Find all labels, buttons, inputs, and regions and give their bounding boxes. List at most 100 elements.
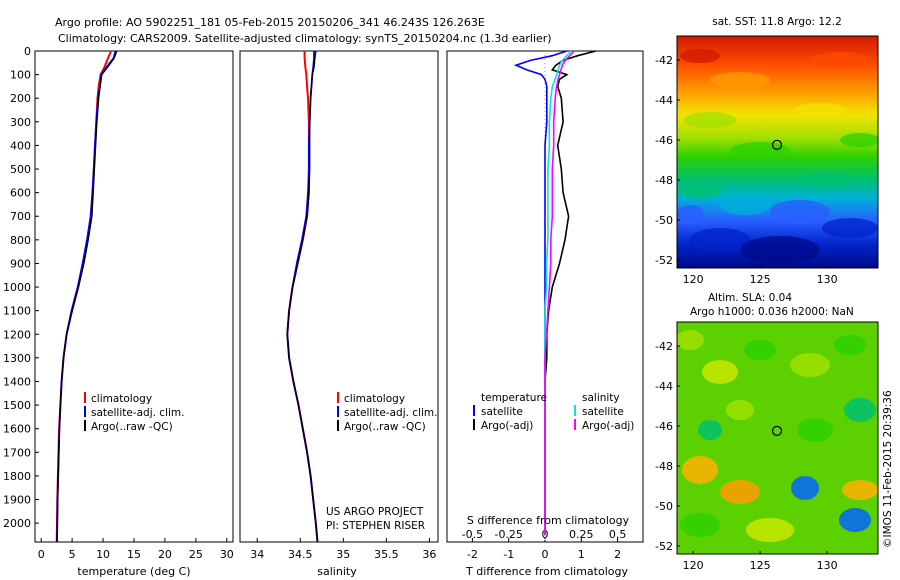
difference-x-label: T difference from climatology	[465, 565, 628, 578]
sla-feature	[844, 398, 876, 422]
x-tick-label: -2	[467, 548, 478, 561]
lon-tick-label: 125	[750, 273, 771, 286]
sst-feature	[840, 133, 878, 147]
lat-tick-label: -42	[655, 54, 673, 67]
lat-tick-label: -44	[655, 94, 673, 107]
legend-climatology-label: climatology	[344, 393, 405, 405]
temperature-legend: climatology satellite-adj. clim. Argo(..…	[84, 392, 184, 433]
depth-tick-label: 1200	[3, 328, 31, 341]
sla-feature	[839, 508, 871, 532]
argo-line	[286, 50, 319, 543]
sla-feature	[791, 476, 819, 500]
depth-tick-label: 1500	[3, 399, 31, 412]
lon-tick-label: 120	[683, 559, 704, 572]
x-tick-label: 0	[38, 548, 45, 561]
depth-tick-label: 0	[24, 45, 31, 58]
sst-feature	[710, 72, 770, 88]
lon-tick-label: 130	[817, 273, 838, 286]
lat-tick-label: -44	[655, 380, 673, 393]
x-tick-label: 34	[250, 548, 264, 561]
sst-feature	[719, 195, 771, 215]
x-tick-label: 20	[158, 548, 172, 561]
sla-feature	[702, 360, 738, 384]
salinity-series	[286, 50, 319, 543]
lat-tick-label: -52	[655, 540, 673, 553]
sla-feature	[698, 420, 722, 440]
sla-map-title-line-2: Argo h1000: 0.036 h2000: NaN	[690, 306, 854, 318]
x-tick-label: 30	[220, 548, 234, 561]
x-tick-label: 25	[189, 548, 203, 561]
sst-map-title: sat. SST: 11.8 Argo: 12.2	[712, 16, 842, 28]
sal-argo-line	[544, 50, 575, 535]
lat-tick-label: -46	[655, 420, 673, 433]
sst-feature	[690, 228, 750, 252]
depth-tick-label: 1800	[3, 470, 31, 483]
sst-feature	[678, 181, 722, 199]
sst-map-features	[677, 49, 878, 264]
depth-tick-label: 900	[10, 257, 31, 270]
credits-line-2: PI: STEPHEN RISER	[326, 520, 425, 532]
lon-tick-label: 130	[817, 559, 838, 572]
lat-tick-label: -46	[655, 134, 673, 147]
difference-legend: temperature salinity satellite Argo(-adj…	[473, 392, 634, 432]
legend-sal-argo-label: Argo(-adj)	[582, 420, 634, 432]
satellite-line	[56, 50, 117, 543]
depth-tick-label: 100	[10, 69, 31, 82]
sla-map-features	[677, 330, 878, 542]
x-tick-label: -1	[503, 548, 514, 561]
legend-climatology-label: climatology	[91, 393, 152, 405]
legend-salinity-head: salinity	[582, 392, 620, 404]
depth-tick-label: 2000	[3, 517, 31, 530]
depth-tick-label: 1400	[3, 375, 31, 388]
credits-line-1: US ARGO PROJECT	[326, 506, 424, 518]
sst-feature	[794, 103, 846, 117]
legend-temp-satellite-label: satellite	[481, 406, 523, 418]
salinity-diff-tick-label: -0.25	[494, 528, 522, 541]
sla-feature	[680, 513, 720, 537]
sst-feature	[677, 205, 704, 225]
depth-tick-label: 600	[10, 187, 31, 200]
depth-tick-label: 1700	[3, 446, 31, 459]
lat-tick-label: -48	[655, 174, 673, 187]
salinity-x-ticks: 34 34.5 35 35.5 36	[250, 538, 436, 561]
sla-map-frame	[676, 321, 879, 555]
depth-tick-label: 1900	[3, 494, 31, 507]
lat-tick-label: -50	[655, 214, 673, 227]
lat-tick-label: -48	[655, 460, 673, 473]
x-tick-label: 15	[127, 548, 141, 561]
salinity-diff-tick-label: 0.5	[609, 528, 627, 541]
sla-feature	[797, 418, 833, 442]
legend-argo-label: Argo(..raw -QC)	[91, 421, 173, 433]
legend-sal-satellite-label: satellite	[582, 406, 624, 418]
sst-map-frame	[676, 35, 879, 269]
difference-x-ticks: -2 -1 0 1 2	[467, 538, 621, 561]
depth-tick-label: 1000	[3, 281, 31, 294]
temp-satellite-line	[513, 50, 568, 535]
depth-tick-label: 200	[10, 92, 31, 105]
lat-tick-label: -42	[655, 340, 673, 353]
sla-feature	[682, 456, 718, 484]
sst-feature	[822, 218, 878, 238]
depth-tick-label: 700	[10, 210, 31, 223]
legend-argo-label: Argo(..raw -QC)	[344, 421, 426, 433]
difference-series	[513, 50, 597, 542]
x-tick-label: 10	[96, 548, 110, 561]
depth-tick-label: 1600	[3, 423, 31, 436]
sla-feature	[726, 400, 754, 420]
difference-top-label: S difference from climatology	[467, 514, 630, 527]
temperature-x-ticks: 0 5 10 15 20 25 30	[38, 538, 234, 561]
salinity-panel-frame	[239, 50, 439, 543]
sst-feature	[810, 52, 870, 68]
climatology-line	[55, 50, 113, 543]
legend-satellite-label: satellite-adj. clim.	[91, 407, 184, 419]
legend-satellite-label: satellite-adj. clim.	[344, 407, 437, 419]
salinity-x-label: salinity	[317, 565, 357, 578]
lat-tick-label: -50	[655, 500, 673, 513]
depth-tick-label: 300	[10, 116, 31, 129]
sla-feature	[842, 480, 878, 500]
depth-tick-label: 1100	[3, 305, 31, 318]
lon-tick-label: 125	[750, 559, 771, 572]
sst-feature	[740, 236, 820, 264]
sst-feature	[680, 49, 720, 63]
lat-tick-label: -52	[655, 254, 673, 267]
